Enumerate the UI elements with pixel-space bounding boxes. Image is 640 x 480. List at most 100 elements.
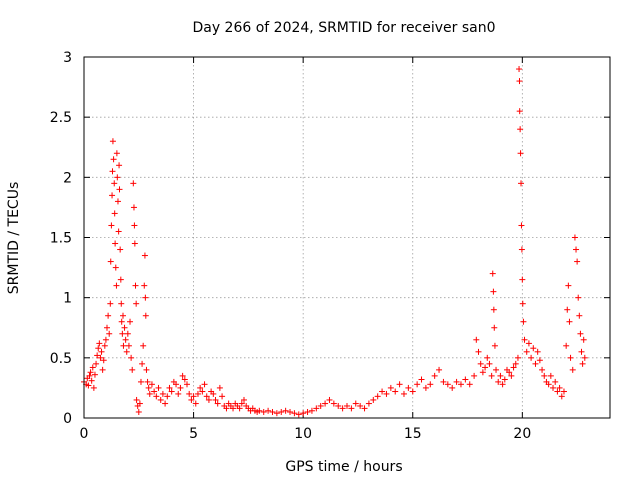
data-point: [365, 400, 372, 407]
data-point: [512, 360, 519, 367]
data-point: [575, 294, 582, 301]
data-point: [518, 222, 525, 229]
data-point: [489, 270, 496, 277]
data-point: [308, 407, 315, 414]
data-point: [216, 384, 223, 391]
data-point: [493, 366, 500, 373]
data-point: [560, 388, 567, 395]
data-points: [81, 66, 588, 418]
data-point: [175, 390, 182, 397]
x-tick-label: 10: [294, 426, 312, 442]
data-point: [117, 246, 124, 253]
data-point: [579, 360, 586, 367]
data-point: [282, 407, 289, 414]
data-point: [273, 410, 280, 417]
data-point: [370, 396, 377, 403]
y-tick-label: 1.5: [50, 231, 72, 247]
data-point: [155, 384, 162, 391]
data-point: [181, 376, 188, 383]
data-point: [330, 400, 337, 407]
data-point: [130, 204, 137, 211]
data-point: [550, 384, 557, 391]
data-point: [120, 342, 127, 349]
data-point: [440, 378, 447, 385]
data-point: [117, 276, 124, 283]
data-point: [153, 393, 160, 400]
grid-lines: [84, 57, 610, 418]
data-point: [133, 300, 140, 307]
data-point: [556, 384, 563, 391]
data-point: [114, 198, 121, 205]
data-point: [348, 405, 355, 412]
x-tick-label: 20: [513, 426, 531, 442]
data-point: [89, 364, 96, 371]
data-point: [131, 222, 138, 229]
data-point: [137, 378, 144, 385]
data-point: [107, 258, 114, 265]
data-point: [111, 180, 118, 187]
data-point: [265, 407, 272, 414]
data-point: [477, 360, 484, 367]
data-point: [122, 336, 129, 343]
data-point: [357, 402, 364, 409]
x-axis-label: GPS time / hours: [285, 459, 402, 475]
data-point: [113, 282, 120, 289]
data-point: [462, 376, 469, 383]
data-point: [124, 330, 131, 337]
data-point: [192, 400, 199, 407]
data-point: [256, 407, 263, 414]
data-point: [387, 384, 394, 391]
data-point: [427, 381, 434, 388]
data-point: [203, 393, 210, 400]
data-point: [101, 342, 108, 349]
data-point: [418, 376, 425, 383]
data-point: [141, 282, 148, 289]
data-point: [107, 300, 114, 307]
data-point: [102, 336, 109, 343]
data-point: [190, 393, 197, 400]
data-point: [90, 384, 97, 391]
data-point: [514, 354, 521, 361]
data-point: [141, 252, 148, 259]
data-point: [405, 384, 412, 391]
data-point: [300, 410, 307, 417]
data-point: [113, 150, 120, 157]
data-point: [525, 340, 532, 347]
data-point: [571, 234, 578, 241]
x-tick-label: 15: [404, 426, 422, 442]
data-point: [409, 388, 416, 395]
data-point: [291, 410, 298, 417]
data-point: [295, 411, 302, 418]
data-point: [188, 396, 195, 403]
data-point: [129, 366, 136, 373]
data-point: [135, 408, 142, 415]
data-point: [212, 396, 219, 403]
data-point: [508, 372, 515, 379]
data-point: [166, 384, 173, 391]
data-point: [530, 345, 537, 352]
data-point: [131, 240, 138, 247]
data-point: [118, 300, 125, 307]
data-point: [466, 381, 473, 388]
data-point: [173, 381, 180, 388]
data-point: [322, 400, 329, 407]
data-point: [523, 348, 530, 355]
data-point: [88, 377, 95, 384]
data-point: [565, 282, 572, 289]
data-point: [436, 366, 443, 373]
data-point: [516, 78, 523, 85]
data-point: [132, 282, 139, 289]
data-point: [574, 258, 581, 265]
data-point: [304, 408, 311, 415]
data-point: [490, 306, 497, 313]
data-point: [219, 393, 226, 400]
data-point: [278, 408, 285, 415]
data-point: [497, 372, 504, 379]
data-point: [108, 222, 115, 229]
data-point: [201, 381, 208, 388]
data-point: [484, 354, 491, 361]
y-tick-label: 0.5: [50, 351, 72, 367]
data-point: [157, 396, 164, 403]
data-point: [85, 382, 92, 389]
